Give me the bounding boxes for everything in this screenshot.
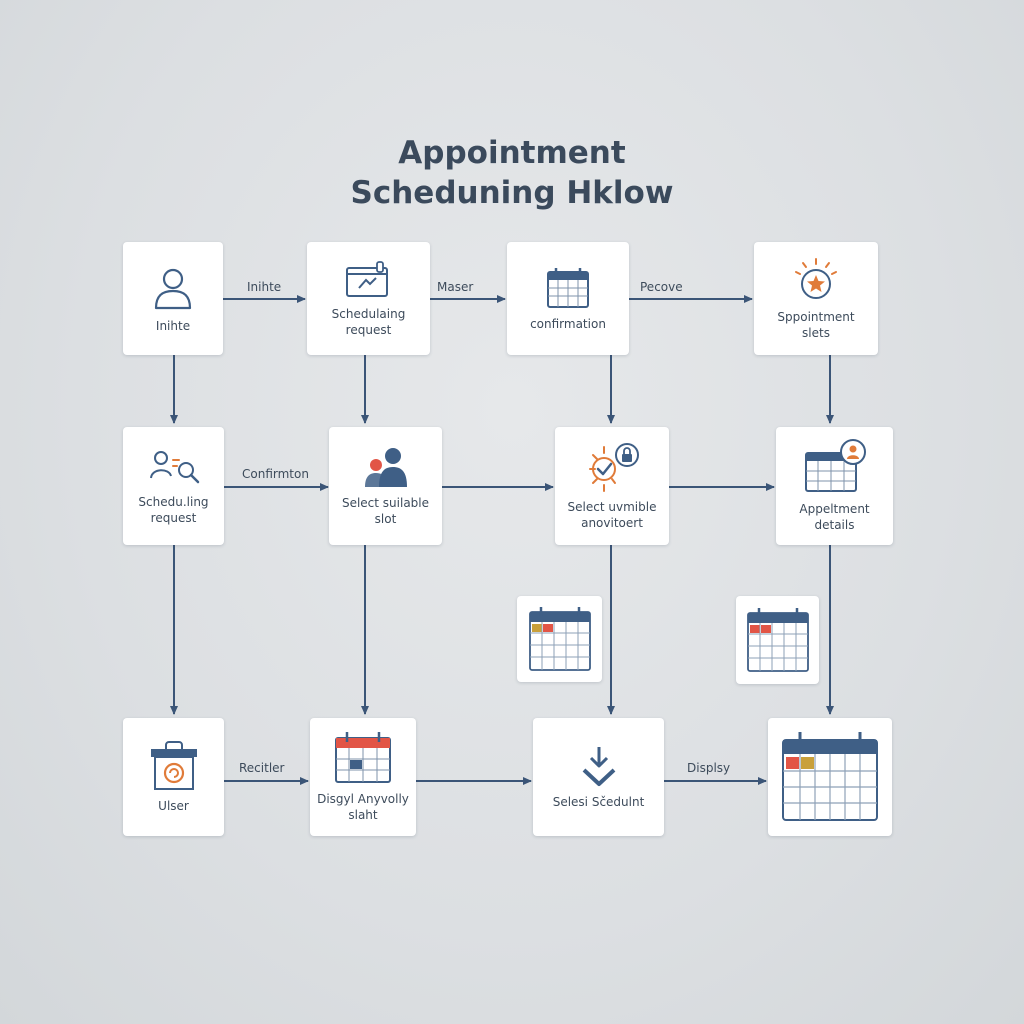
node-label: confirmation (530, 316, 606, 331)
edge-label-maser: Maser (437, 280, 474, 294)
node-label: Schedu.ling request (138, 495, 209, 525)
calendar-user-icon (804, 439, 866, 492)
node-appointment-slots[interactable]: Sppointment slets (754, 242, 878, 355)
bag-icon (150, 741, 197, 790)
node-user[interactable]: Ulser (123, 718, 224, 836)
calendar-grid-icon (528, 607, 591, 671)
edge-label-inihte: Inihte (247, 280, 282, 294)
node-label: Inihte (155, 318, 191, 333)
node-appointment-details[interactable]: Appeltment details (776, 427, 893, 545)
node-scheduling-request-top[interactable]: Schedulaing request (307, 242, 430, 355)
node-label: Selesi Sčedulnt (552, 795, 645, 809)
search-user-icon (149, 451, 199, 484)
node-display-calendar[interactable] (768, 718, 892, 836)
people-icon (364, 448, 407, 487)
node-label: Select uvmible anovitoert (567, 500, 657, 530)
diagram-title-line-2: Scheduning Hklow (350, 175, 674, 211)
calendar-icon (547, 267, 589, 308)
edge-label-pecove: Pecove (640, 280, 683, 294)
calendar-card-left (517, 596, 602, 682)
diagram-title-line-1: Appointment (398, 135, 626, 171)
large-calendar-icon (782, 732, 878, 821)
node-label: Ulser (158, 799, 189, 813)
scheduling-card-icon (345, 260, 388, 297)
node-inihte[interactable]: Inihte (123, 242, 223, 355)
node-label: Schedulaing request (331, 306, 406, 337)
node-label: Sppointment slets (777, 309, 855, 340)
node-select-available-appointment[interactable]: Select uvmible anovitoert (555, 427, 669, 545)
node-label: Disgyl Anyvolly slaht (317, 792, 409, 822)
node-scheduling-request-left[interactable]: Schedu.ling request (123, 427, 224, 545)
node-display-availability-slot[interactable]: Disgyl Anyvolly slaht (310, 718, 416, 836)
edge-label-displsy: Displsy (687, 761, 731, 775)
star-badge-icon (795, 257, 837, 299)
edge-label-recitler: Recitler (239, 761, 285, 775)
node-confirmation[interactable]: confirmation (507, 242, 629, 355)
red-calendar-icon (335, 732, 391, 783)
node-label: Appeltment details (799, 502, 870, 532)
download-check-icon (582, 747, 615, 786)
node-select-suitable-slot[interactable]: Select suilable slot (329, 427, 442, 545)
node-label: Select suilable slot (341, 496, 430, 526)
user-icon (154, 268, 192, 309)
calendar-card-right (736, 596, 819, 684)
calendar-grid-icon (746, 608, 809, 672)
edge-label-confirmton: Confirmton (242, 467, 309, 481)
node-select-scheduling[interactable]: Selesi Sčedulnt (533, 718, 664, 836)
check-lock-icon (589, 443, 639, 492)
